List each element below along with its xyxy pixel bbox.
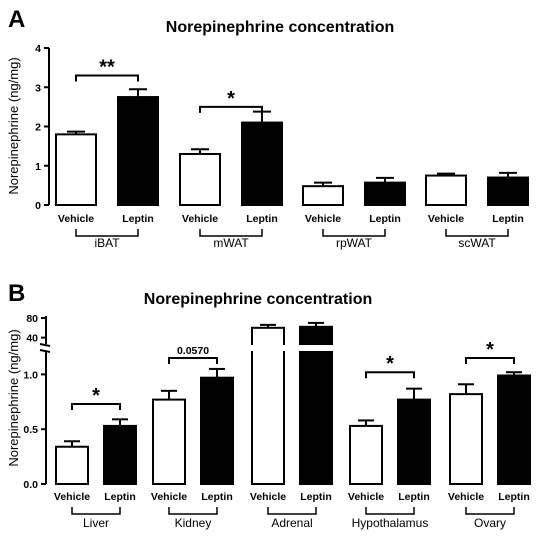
bar-vehicle [152, 398, 186, 485]
panel-a-title: Norepinephrine concentration [166, 19, 394, 36]
panel-b-title: Norepinephrine concentration [144, 291, 372, 308]
group-label: Kidney [175, 516, 212, 530]
bar-leptin [200, 376, 234, 485]
bar-vehicle [449, 393, 483, 485]
group-bracket [322, 229, 386, 237]
x-category-label: Leptin [492, 213, 524, 225]
bar-leptin [299, 325, 333, 485]
significance-marker: * [386, 353, 394, 375]
group-bracket [445, 229, 509, 237]
bar-leptin [364, 181, 406, 207]
x-category-label: Leptin [398, 491, 430, 503]
x-category-label: Vehicle [182, 213, 218, 225]
panel-b-label: B [8, 280, 25, 307]
y-tick-label: 40 [26, 333, 38, 345]
bar-vehicle [55, 133, 97, 207]
group-label: rpWAT [336, 236, 373, 250]
group-bracket [168, 507, 218, 515]
significance-marker: ** [99, 56, 115, 78]
bar-leptin [103, 424, 137, 485]
group-bracket [75, 229, 139, 237]
panel-a-label: A [8, 6, 25, 33]
y-tick-label: 0.0 [23, 479, 38, 491]
y-tick-label: 1.0 [23, 369, 38, 381]
significance-marker: * [486, 339, 494, 361]
bar-leptin [241, 121, 283, 206]
x-category-label: Leptin [122, 213, 154, 225]
x-category-label: Vehicle [58, 213, 94, 225]
bar-leptin [487, 176, 529, 206]
x-category-label: Vehicle [428, 213, 464, 225]
y-tick-label: 1 [35, 161, 41, 173]
panel-b-chart: 40 80 0.0 0.5 1.0 Vehicle Leptin Liver Vehicle Le… [23, 313, 531, 530]
y-tick-label: 0.5 [23, 424, 38, 436]
group-label: scWAT [458, 236, 496, 250]
group-bracket [199, 229, 263, 237]
y-tick-label: 3 [35, 82, 41, 94]
x-category-label: Leptin [246, 213, 278, 225]
x-category-label: Leptin [201, 491, 233, 503]
x-category-label: Leptin [104, 491, 136, 503]
y-tick-label: 0 [35, 200, 41, 212]
group-label: Adrenal [271, 516, 312, 530]
bar-vehicle [302, 185, 344, 207]
group-label: Liver [83, 516, 109, 530]
x-category-label: Vehicle [250, 491, 286, 503]
significance-bracket [465, 356, 515, 364]
x-category-label: Vehicle [448, 491, 484, 503]
x-category-label: Vehicle [348, 491, 384, 503]
significance-bracket [168, 356, 218, 364]
group-label: iBAT [94, 236, 120, 250]
significance-marker: * [92, 385, 100, 407]
bar-vehicle [425, 174, 467, 206]
group-label: mWAT [213, 236, 249, 250]
bar-leptin [497, 374, 531, 485]
group-bracket [465, 507, 515, 515]
significance-bracket [365, 371, 415, 379]
group-bracket [71, 507, 121, 515]
bar-vehicle [55, 445, 89, 485]
bar-leptin [397, 398, 431, 485]
axis-break-mark [39, 343, 51, 347]
bar-vehicle [179, 152, 221, 207]
x-category-label: Vehicle [305, 213, 341, 225]
axis-break-mark [39, 349, 51, 353]
significance-bracket [199, 105, 263, 113]
significance-bracket [75, 74, 139, 82]
y-tick-label: 2 [35, 122, 41, 134]
p-value-label: 0.0570 [177, 345, 209, 357]
x-category-label: Vehicle [151, 491, 187, 503]
bar-vehicle [349, 424, 383, 485]
significance-marker: * [227, 88, 235, 110]
y-tick-label: 80 [26, 313, 38, 325]
group-bracket [267, 507, 317, 515]
x-category-label: Leptin [300, 491, 332, 503]
bar-break-gap [250, 345, 286, 351]
x-category-label: Leptin [498, 491, 530, 503]
group-label: Hypothalamus [352, 516, 429, 530]
x-category-label: Vehicle [54, 491, 90, 503]
bar-break-gap [298, 345, 334, 351]
group-bracket [365, 507, 415, 515]
group-label: Ovary [474, 516, 506, 530]
significance-bracket [71, 402, 121, 410]
x-category-label: Leptin [369, 213, 401, 225]
y-tick-label: 4 [35, 43, 41, 55]
bar-vehicle [251, 326, 285, 485]
panel-a-ylabel: Norepinephrine (ng/mg) [6, 57, 21, 194]
panel-b-ylabel: Norepinephrine (ng/mg) [6, 329, 21, 466]
bar-leptin [117, 96, 159, 206]
